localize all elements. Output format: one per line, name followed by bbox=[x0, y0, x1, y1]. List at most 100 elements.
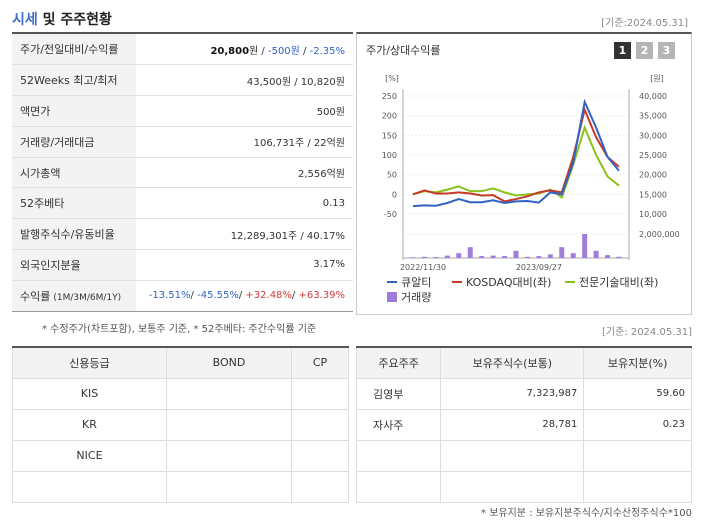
period-button-1[interactable]: 1 bbox=[614, 42, 631, 59]
value-part: / bbox=[238, 290, 246, 302]
table-cell: 7,323,987 bbox=[440, 377, 585, 410]
right-tick-label: 10,000 bbox=[639, 210, 667, 219]
right-tick-label: 25,000 bbox=[639, 151, 667, 160]
value-part: 20,800 bbox=[210, 45, 250, 57]
legend-label: KOSDAQ대비(좌) bbox=[466, 276, 551, 289]
volume-bar bbox=[570, 253, 576, 258]
table-cell bbox=[440, 439, 585, 472]
title-accent: 시세 bbox=[12, 12, 38, 28]
volume-bar bbox=[456, 253, 462, 258]
chart-title: 주가/상대수익률 bbox=[366, 44, 441, 57]
value-part: -45.55% bbox=[197, 290, 239, 302]
stock-row: 액면가 500원 bbox=[12, 95, 353, 127]
table-cell bbox=[165, 408, 293, 441]
period-button-3[interactable]: 3 bbox=[658, 42, 675, 59]
label-text: 수익률 bbox=[20, 289, 51, 303]
series-line bbox=[412, 98, 620, 208]
left-tick-label: 100 bbox=[382, 151, 397, 160]
stock-row-value: 500원 bbox=[136, 95, 353, 127]
volume-bar bbox=[467, 247, 473, 258]
stock-row-label: 액면가 bbox=[12, 95, 136, 127]
stock-row-label: 거래량/거래대금 bbox=[12, 126, 136, 158]
stock-row-value: 3.17% bbox=[136, 249, 353, 281]
stock-row-value: 2,556억원 bbox=[136, 157, 353, 189]
value-part: 3.17% bbox=[313, 259, 345, 271]
table-cell bbox=[583, 439, 692, 472]
table-cell: 28,781 bbox=[440, 408, 585, 441]
series-line bbox=[412, 106, 620, 203]
value-part: 500원 bbox=[316, 107, 345, 119]
label-text: 시가총액 bbox=[20, 166, 61, 180]
stock-row-label: 발행주식수/유동비율 bbox=[12, 218, 136, 251]
volume-bar bbox=[582, 234, 588, 258]
period-button-2[interactable]: 2 bbox=[636, 42, 653, 59]
major-holders-table: 주요주주 보유주식수(보통) 보유지분(%) 김영부 7,323,987 59.60 자사… bbox=[355, 346, 692, 503]
stock-row-label: 외국인지분율 bbox=[12, 249, 136, 281]
divider bbox=[12, 32, 353, 34]
volume-tick-label: 2,000,000 bbox=[639, 230, 680, 239]
stock-row-label: 시가총액 bbox=[12, 157, 136, 189]
table-cell bbox=[165, 377, 293, 410]
value-part: 원 / bbox=[249, 45, 268, 57]
value-part: +63.39% bbox=[298, 290, 345, 302]
right-tick-label: 20,000 bbox=[639, 171, 667, 180]
table-cell: 김영부 bbox=[355, 377, 442, 410]
column-header: 신용등급 bbox=[12, 346, 167, 379]
credit-row: NICE bbox=[12, 439, 349, 472]
stock-row: 주가/전일대비/수익률 20,800원 / -500원 / -2.35% bbox=[12, 34, 353, 66]
volume-bar bbox=[410, 257, 416, 258]
table-cell: NICE bbox=[12, 439, 167, 472]
table-cell bbox=[355, 439, 442, 472]
value-part: / bbox=[190, 290, 198, 302]
value-part: 2,556억원 bbox=[297, 169, 345, 181]
stock-row: 수익률 (1M/3M/6M/1Y) -13.51%/ -45.55%/ +32.48… bbox=[12, 280, 353, 312]
label-text: 외국인지분율 bbox=[20, 258, 81, 272]
table-cell bbox=[165, 439, 293, 472]
value-part: -2.35% bbox=[309, 45, 345, 57]
stock-row: 외국인지분율 3.17% bbox=[12, 249, 353, 281]
value-part: 43,500원 / 10,820원 bbox=[246, 76, 345, 88]
stock-row-value: 0.13 bbox=[136, 187, 353, 220]
stock-row: 시가총액 2,556억원 bbox=[12, 157, 353, 189]
table-cell bbox=[291, 439, 349, 472]
volume-bar bbox=[513, 250, 519, 258]
volume-bar bbox=[593, 250, 599, 258]
holder-row: 김영부 7,323,987 59.60 bbox=[355, 377, 692, 410]
holder-row bbox=[355, 439, 692, 472]
reference-date-2: [기준: 2024.05.31] bbox=[601, 327, 692, 338]
label-small: (1M/3M/6M/1Y) bbox=[53, 292, 122, 303]
value-part: +32.48% bbox=[245, 290, 292, 302]
x-tick-label: 2022/11/30 bbox=[400, 263, 446, 272]
x-tick-label: 2023/09/27 bbox=[516, 263, 562, 272]
column-header: BOND bbox=[165, 346, 293, 379]
table-cell: KIS bbox=[12, 377, 167, 410]
credit-row: KR bbox=[12, 408, 349, 441]
left-tick-label: 0 bbox=[392, 190, 397, 199]
label-text: 주가/전일대비/수익률 bbox=[20, 43, 119, 57]
value-part: 0.13 bbox=[322, 197, 345, 209]
legend-label: 전문기술대비(좌) bbox=[579, 276, 658, 289]
volume-bar bbox=[524, 256, 530, 258]
stock-row: 52주베타 0.13 bbox=[12, 187, 353, 220]
title-rest: 및 주주현황 bbox=[37, 12, 112, 28]
label-text: 발행주식수/유동비율 bbox=[20, 228, 115, 242]
right-tick-label: 40,000 bbox=[639, 92, 667, 101]
volume-bar bbox=[616, 256, 622, 258]
volume-bar bbox=[444, 255, 450, 258]
table-cell bbox=[583, 470, 692, 503]
value-part: / bbox=[299, 45, 310, 57]
label-text: 52주베타 bbox=[20, 197, 65, 211]
volume-bar bbox=[433, 257, 439, 258]
stock-row: 52Weeks 최고/최저 43,500원 / 10,820원 bbox=[12, 64, 353, 97]
left-tick-label: -50 bbox=[384, 210, 397, 219]
holder-row bbox=[355, 470, 692, 503]
table-cell bbox=[12, 470, 167, 503]
volume-bar bbox=[547, 254, 553, 258]
label-text: 거래량/거래대금 bbox=[20, 135, 95, 149]
legend-label: 거래량 bbox=[401, 291, 431, 304]
holder-row: 자사주 28,781 0.23 bbox=[355, 408, 692, 441]
value-part: 106,731주 / 22억원 bbox=[253, 138, 345, 150]
value-part: -500원 bbox=[267, 45, 300, 57]
column-header: CP bbox=[291, 346, 349, 379]
volume-bar bbox=[421, 256, 427, 258]
